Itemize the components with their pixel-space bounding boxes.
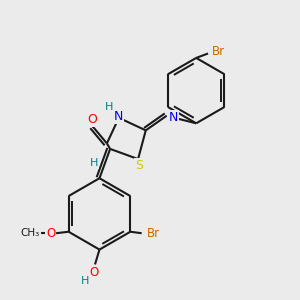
Text: H: H xyxy=(80,276,89,286)
Text: CH₃: CH₃ xyxy=(21,228,40,238)
Text: N: N xyxy=(168,111,178,124)
Text: O: O xyxy=(87,113,97,126)
Text: H: H xyxy=(90,158,98,168)
Text: Br: Br xyxy=(146,227,160,240)
Text: S: S xyxy=(135,159,143,172)
Text: N: N xyxy=(113,110,123,123)
Text: O: O xyxy=(89,266,98,279)
Text: Br: Br xyxy=(212,46,225,59)
Text: H: H xyxy=(105,102,113,112)
Text: O: O xyxy=(46,227,56,240)
